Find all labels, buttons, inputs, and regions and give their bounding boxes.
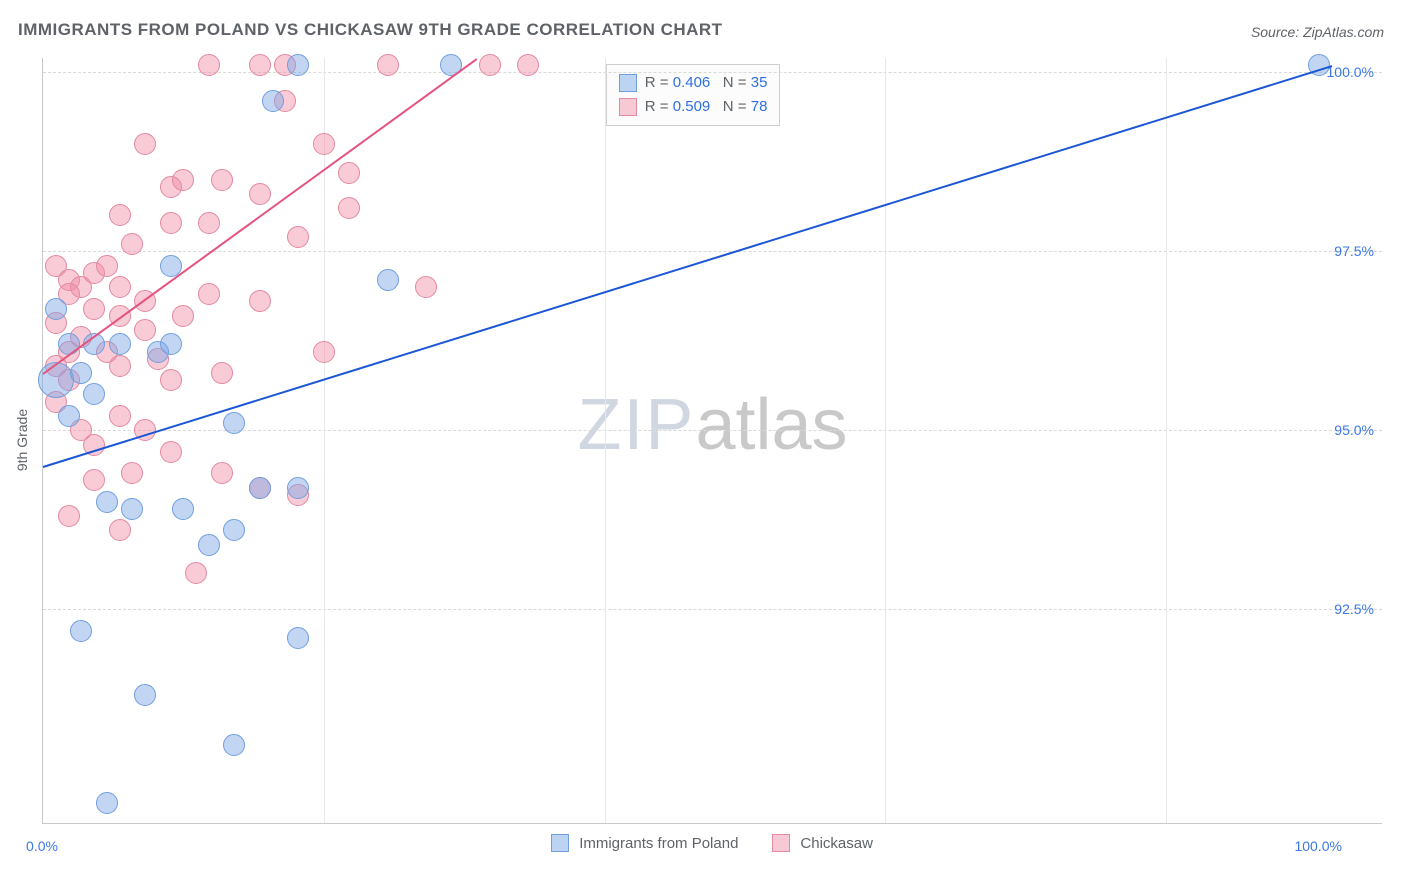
- scatter-point: [134, 684, 156, 706]
- scatter-point: [287, 54, 309, 76]
- scatter-point: [262, 90, 284, 112]
- scatter-point: [121, 498, 143, 520]
- scatter-point: [198, 283, 220, 305]
- gridline-v: [324, 58, 325, 823]
- scatter-point: [109, 405, 131, 427]
- gridline-h: [43, 430, 1382, 431]
- scatter-point: [287, 226, 309, 248]
- gridline-v: [605, 58, 606, 823]
- scatter-point: [109, 276, 131, 298]
- scatter-point: [249, 290, 271, 312]
- scatter-point: [313, 341, 335, 363]
- stats-row: R = 0.406 N = 35: [619, 71, 768, 95]
- stats-text: R = 0.406 N = 35: [645, 71, 768, 95]
- scatter-point: [134, 319, 156, 341]
- scatter-point: [109, 519, 131, 541]
- y-tick-label: 92.5%: [1334, 601, 1374, 617]
- watermark-part2: atlas: [695, 385, 847, 465]
- scatter-point: [38, 362, 74, 398]
- gridline-v: [1166, 58, 1167, 823]
- scatter-point: [211, 362, 233, 384]
- scatter-point: [109, 333, 131, 355]
- watermark: ZIPatlas: [577, 384, 847, 466]
- scatter-point: [160, 369, 182, 391]
- scatter-point: [185, 562, 207, 584]
- scatter-point: [249, 54, 271, 76]
- y-tick-label: 100.0%: [1327, 64, 1374, 80]
- scatter-point: [83, 383, 105, 405]
- legend-swatch: [772, 834, 790, 852]
- legend-label: Immigrants from Poland: [579, 835, 738, 852]
- scatter-point: [45, 298, 67, 320]
- scatter-point: [109, 204, 131, 226]
- scatter-point: [96, 255, 118, 277]
- scatter-point: [223, 519, 245, 541]
- scatter-point: [313, 133, 335, 155]
- gridline-h: [43, 251, 1382, 252]
- scatter-point: [83, 469, 105, 491]
- chart-title: IMMIGRANTS FROM POLAND VS CHICKASAW 9TH …: [18, 20, 723, 40]
- scatter-point: [338, 162, 360, 184]
- scatter-point: [223, 734, 245, 756]
- scatter-point: [249, 183, 271, 205]
- scatter-point: [377, 269, 399, 291]
- scatter-point: [121, 233, 143, 255]
- legend-swatch: [619, 98, 637, 116]
- scatter-point: [172, 498, 194, 520]
- x-tick-label: 0.0%: [26, 838, 58, 854]
- scatter-point: [70, 620, 92, 642]
- legend-swatch: [619, 74, 637, 92]
- scatter-point: [211, 169, 233, 191]
- scatter-point: [70, 362, 92, 384]
- legend-bottom: Immigrants from Poland Chickasaw: [551, 834, 897, 852]
- scatter-point: [517, 54, 539, 76]
- y-axis-label: 9th Grade: [14, 409, 30, 471]
- scatter-point: [58, 333, 80, 355]
- scatter-point: [96, 491, 118, 513]
- scatter-point: [121, 462, 143, 484]
- scatter-point: [223, 412, 245, 434]
- legend-swatch: [551, 834, 569, 852]
- watermark-part1: ZIP: [577, 385, 695, 465]
- scatter-point: [160, 333, 182, 355]
- gridline-v: [885, 58, 886, 823]
- scatter-point: [198, 534, 220, 556]
- y-tick-label: 97.5%: [1334, 243, 1374, 259]
- scatter-point: [172, 169, 194, 191]
- scatter-point: [160, 212, 182, 234]
- legend-label: Chickasaw: [800, 835, 873, 852]
- scatter-point: [83, 298, 105, 320]
- gridline-h: [43, 72, 1382, 73]
- plot-area: ZIPatlas R = 0.406 N = 35R = 0.509 N = 7…: [42, 58, 1382, 824]
- scatter-point: [211, 462, 233, 484]
- stats-text: R = 0.509 N = 78: [645, 95, 768, 119]
- gridline-h: [43, 609, 1382, 610]
- scatter-point: [338, 197, 360, 219]
- x-tick-label: 100.0%: [1294, 838, 1341, 854]
- scatter-point: [287, 477, 309, 499]
- y-tick-label: 95.0%: [1334, 422, 1374, 438]
- scatter-point: [96, 792, 118, 814]
- scatter-point: [287, 627, 309, 649]
- scatter-point: [415, 276, 437, 298]
- scatter-point: [134, 133, 156, 155]
- scatter-point: [109, 355, 131, 377]
- scatter-point: [58, 405, 80, 427]
- scatter-point: [58, 505, 80, 527]
- scatter-point: [249, 477, 271, 499]
- scatter-point: [160, 441, 182, 463]
- scatter-point: [172, 305, 194, 327]
- scatter-point: [377, 54, 399, 76]
- source-label: Source: ZipAtlas.com: [1251, 24, 1384, 40]
- stats-row: R = 0.509 N = 78: [619, 95, 768, 119]
- scatter-point: [479, 54, 501, 76]
- scatter-point: [198, 212, 220, 234]
- scatter-point: [198, 54, 220, 76]
